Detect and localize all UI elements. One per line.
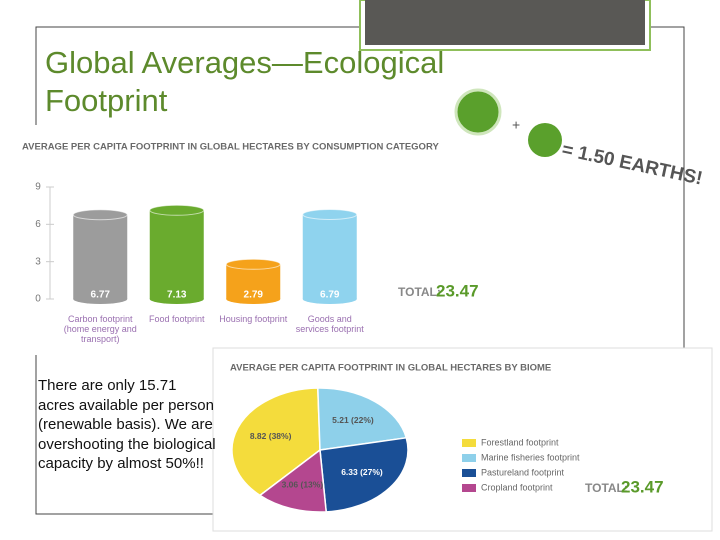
legend-swatch (462, 439, 476, 447)
bar-cap (72, 209, 128, 221)
legend-label: Cropland footprint (481, 482, 553, 492)
bar (73, 214, 128, 299)
bar-value-label: 6.77 (91, 290, 111, 301)
legend-swatch (462, 454, 476, 462)
slice-label: 3.06 (13%) (282, 479, 324, 489)
slide-body: There are only 15.71 acres available per… (38, 377, 216, 472)
pie-slice (317, 387, 408, 451)
earth-icon (528, 123, 562, 157)
legend-label: Forestland footprint (481, 437, 559, 447)
y-tick-label: 3 (35, 256, 41, 267)
y-tick-label: 9 (35, 182, 41, 193)
x-tick-label: Goods and services footprint (295, 314, 364, 334)
legend-swatch (462, 469, 476, 477)
bar (149, 210, 204, 299)
x-tick-label: Food footprint (148, 314, 205, 324)
x-tick-label: Carbon footprint (home energy and transp… (63, 314, 137, 344)
pie-slice (258, 448, 328, 513)
legend-swatch (462, 484, 476, 492)
bar (226, 264, 281, 299)
total-label: TOTAL: (585, 481, 628, 495)
top-box (365, 0, 645, 45)
chart-title: AVERAGE PER CAPITA FOOTPRINT IN GLOBAL H… (230, 363, 551, 374)
earth-icon-ring (454, 88, 502, 136)
slice-label: 6.33 (27%) (341, 467, 383, 477)
legend-label: Pastureland footprint (481, 467, 565, 477)
pie-slice (231, 387, 321, 497)
bar-cap (225, 258, 281, 270)
bar-cap (149, 204, 205, 216)
slide-title: Global Averages—Ecological Footprint (45, 45, 445, 118)
total-value: 23.47 (436, 281, 479, 300)
bar-value-label: 2.79 (244, 290, 264, 301)
earth-icon (456, 90, 500, 134)
y-tick-label: 6 (35, 219, 41, 230)
total-value: 23.47 (621, 477, 664, 496)
y-tick-label: 0 (35, 294, 41, 305)
earths-text: = 1.50 EARTHS! (560, 139, 704, 189)
x-tick-label: Housing footprint (219, 314, 288, 324)
legend-label: Marine fisheries footprint (481, 452, 580, 462)
plus-sign: + (512, 117, 520, 133)
bar-cap (302, 209, 358, 221)
bar-value-label: 7.13 (167, 290, 187, 301)
total-label: TOTAL: (398, 285, 441, 299)
chart-title: AVERAGE PER CAPITA FOOTPRINT IN GLOBAL H… (22, 142, 439, 153)
bar (302, 214, 357, 299)
pie-slice (319, 436, 409, 513)
slice-label: 8.82 (38%) (250, 431, 292, 441)
slice-label: 5.21 (22%) (332, 415, 374, 425)
bar-value-label: 6.79 (320, 290, 340, 301)
